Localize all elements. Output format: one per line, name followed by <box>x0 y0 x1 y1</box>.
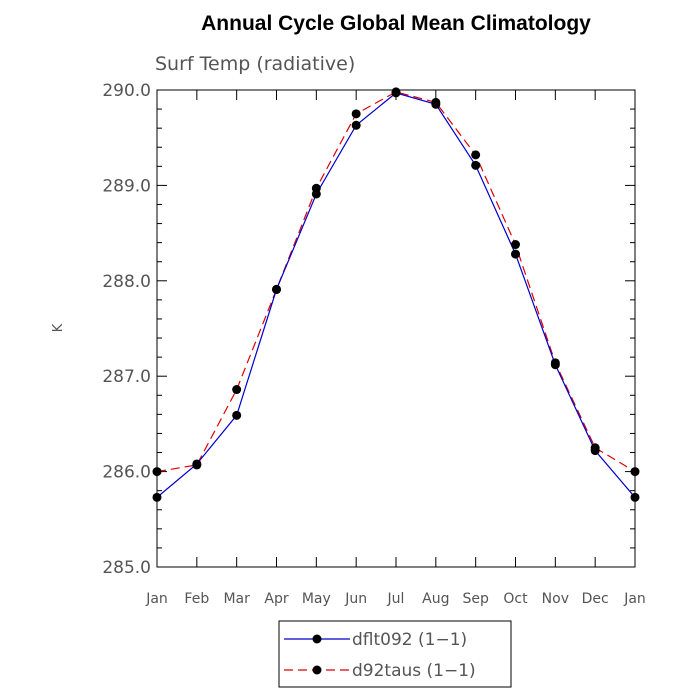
y-tick-label: 287.0 <box>102 367 151 387</box>
chart-title: Annual Cycle Global Mean Climatology <box>201 12 591 35</box>
series-2-point <box>391 87 401 97</box>
y-tick-label: 286.0 <box>102 463 151 483</box>
series-2-point <box>152 467 162 477</box>
series-2-point <box>471 150 481 160</box>
series-2-point <box>232 385 242 395</box>
x-tick-label: Jan <box>145 591 168 607</box>
legend-marker-1 <box>312 634 322 644</box>
series-1-point <box>630 492 640 502</box>
x-tick-label: Aug <box>422 591 449 607</box>
series-1-point <box>351 120 361 130</box>
series-2-point <box>550 358 560 368</box>
x-tick-label: Mar <box>223 591 250 607</box>
x-tick-label: Feb <box>184 591 209 607</box>
series-2-point <box>311 183 321 193</box>
x-tick-label: Jul <box>387 591 405 607</box>
series-layer <box>152 87 640 502</box>
x-tick-label: Sep <box>462 591 489 607</box>
axes: 285.0 286.0 287.0 288.0 289.0 290.0 Jan Feb Mar A… <box>102 81 645 607</box>
legend-label-1: dflt092 (1−1) <box>352 630 467 650</box>
legend-box <box>278 620 512 688</box>
series-line-2 <box>156 91 636 473</box>
series-2-point <box>590 443 600 453</box>
series-2-point <box>192 460 202 470</box>
series-1-point <box>152 492 162 502</box>
y-axis-label: K <box>51 323 66 332</box>
series-1-point <box>232 410 242 420</box>
y-tick-label: 289.0 <box>102 176 151 196</box>
series-2-point <box>630 467 640 477</box>
x-tick-label: Jun <box>344 591 367 607</box>
x-tick-label: May <box>302 591 331 607</box>
series-2-point <box>511 240 520 250</box>
series-2-point <box>431 97 441 107</box>
x-tick-label: Oct <box>503 591 528 607</box>
x-tick-label: Nov <box>542 591 569 607</box>
series-1-point <box>471 160 481 170</box>
series-1-point <box>511 249 520 259</box>
series-line-1 <box>156 92 636 498</box>
x-tick-label: Dec <box>582 591 609 607</box>
x-tick-label: Jan <box>623 591 646 607</box>
y-tick-label: 285.0 <box>102 558 151 578</box>
legend: dflt092 (1−1) d92taus (1−1) <box>278 620 512 688</box>
series-2-point <box>272 284 281 294</box>
series-2-point <box>351 109 361 119</box>
x-tick-label: Apr <box>264 591 288 607</box>
plot-frame <box>156 89 636 568</box>
chart-subtitle: Surf Temp (radiative) <box>155 53 355 75</box>
y-tick-label: 290.0 <box>102 81 151 101</box>
legend-label-2: d92taus (1−1) <box>352 661 476 681</box>
y-tick-label: 288.0 <box>102 272 151 292</box>
legend-marker-2 <box>312 665 322 675</box>
